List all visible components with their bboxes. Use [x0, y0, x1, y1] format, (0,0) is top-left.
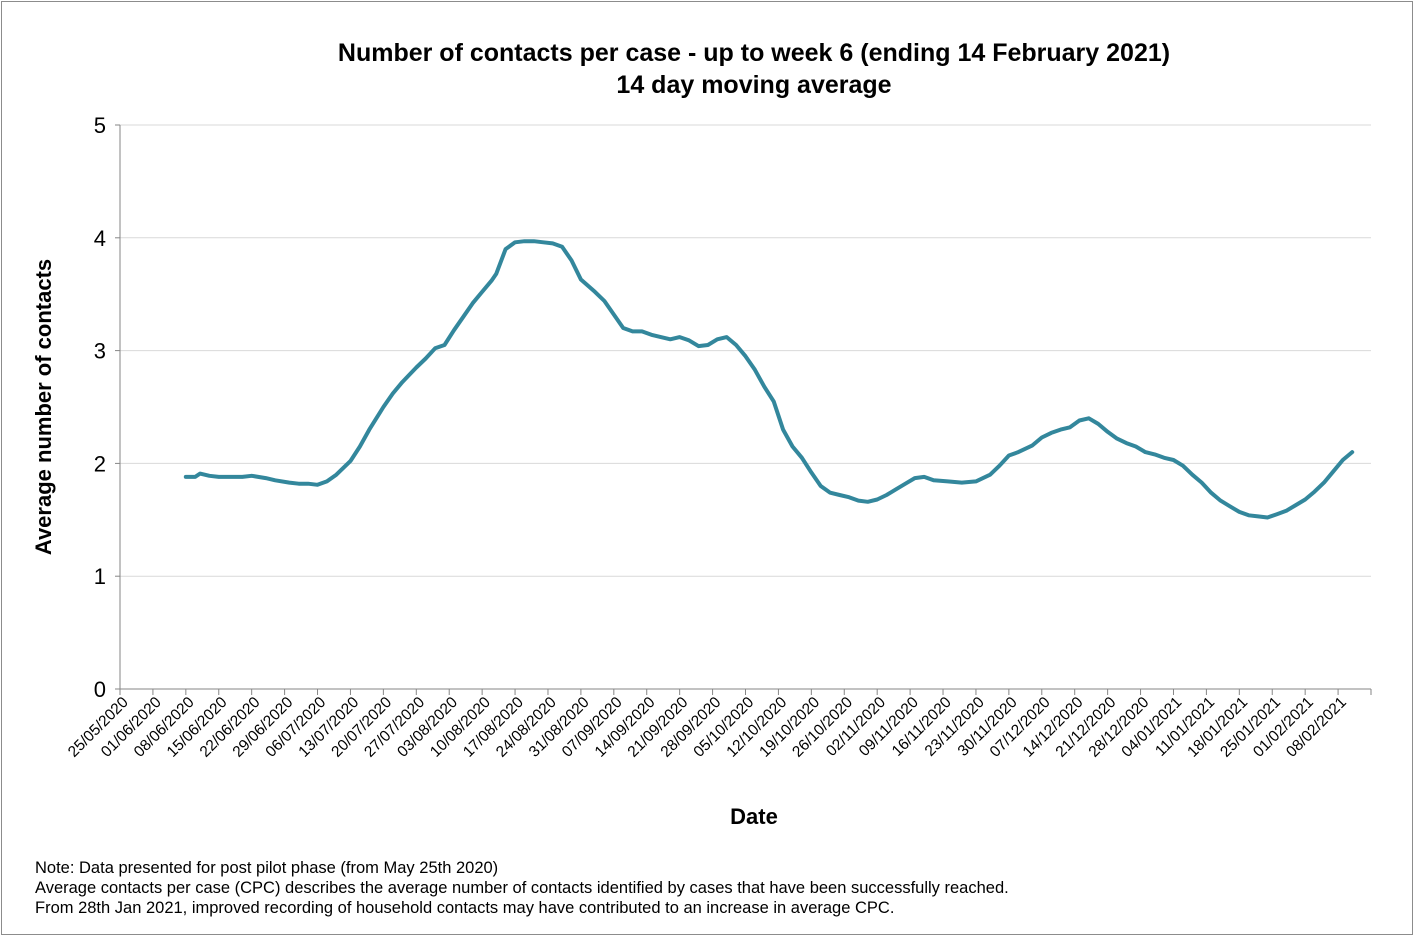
y-tick-label: 0	[94, 677, 106, 702]
y-tick-label: 2	[94, 451, 106, 476]
y-tick-label: 1	[94, 564, 106, 589]
series-line	[183, 239, 1355, 520]
x-axis-label: Date	[730, 804, 778, 829]
y-tick-label: 3	[94, 339, 106, 364]
chart-title-line-2: 14 day moving average	[616, 71, 891, 99]
y-tick-label: 4	[94, 226, 106, 251]
note-line-2: Average contacts per case (CPC) describe…	[35, 879, 1009, 897]
y-tick-label: 5	[94, 113, 106, 138]
chart-notes: Note: Data presented for post pilot phas…	[35, 858, 1009, 918]
chart-title-line-1: Number of contacts per case - up to week…	[338, 39, 1170, 67]
note-line-1: Note: Data presented for post pilot phas…	[35, 859, 499, 877]
note-line-3: From 28th Jan 2021, improved recording o…	[35, 899, 895, 917]
y-axis-label: Average number of contacts	[31, 259, 56, 555]
